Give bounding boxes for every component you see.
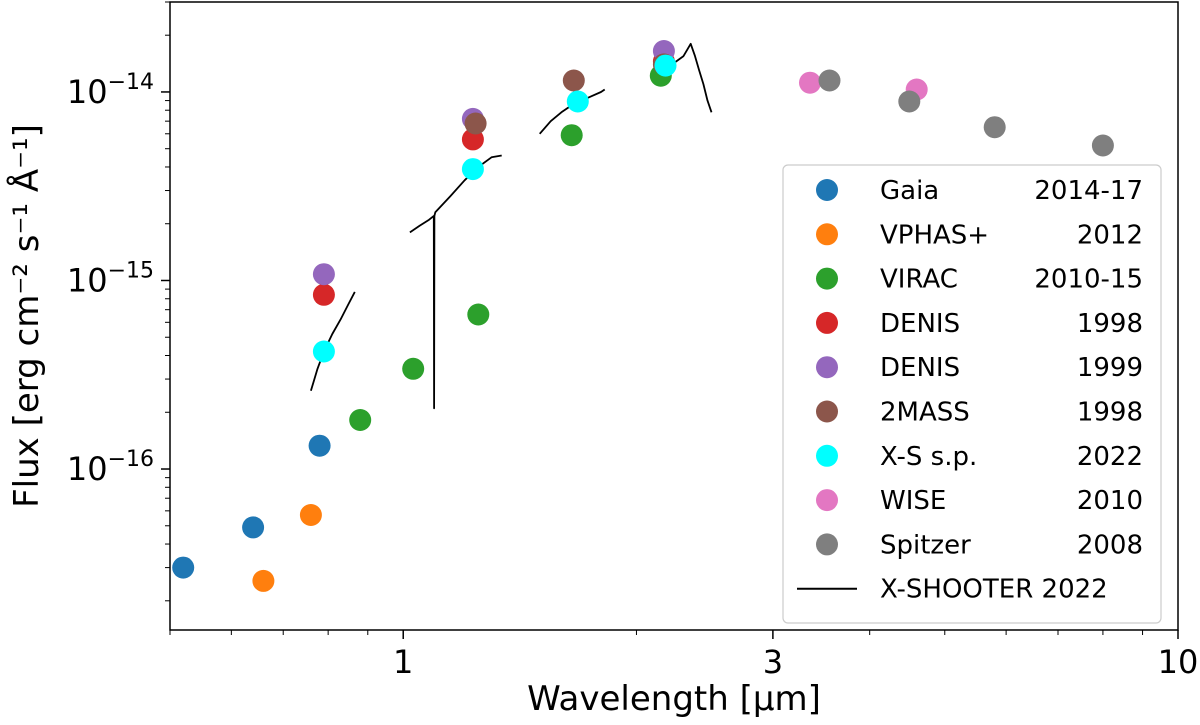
legend-box bbox=[782, 164, 1162, 624]
point-denis-1999-1 bbox=[312, 263, 335, 286]
point-spitzer-2008-1 bbox=[818, 69, 841, 92]
point-virac-2010-15-1 bbox=[349, 409, 372, 431]
legend-year: 1998 bbox=[1077, 398, 1143, 428]
point-x-s-s-p-2022-4 bbox=[654, 54, 677, 77]
legend: Gaia 2014-17 VPHAS+ 2012 VIRAC 2010-15 DENIS 19… bbox=[782, 164, 1162, 624]
point-spitzer-2008-2 bbox=[898, 90, 921, 113]
point-virac-2010-15-3 bbox=[467, 303, 490, 326]
y-tick-label: 10−16 bbox=[67, 447, 154, 488]
legend-year: 2010-15 bbox=[1034, 265, 1143, 295]
y-axis: 10−16 10−15 10−14 bbox=[67, 1, 170, 602]
points-layer bbox=[172, 40, 1114, 592]
legend-label: X-SHOOTER 2022 bbox=[880, 575, 1108, 605]
legend-label: X-S s.p. bbox=[880, 442, 977, 472]
legend-marker bbox=[816, 444, 838, 467]
point-2mass-1998-2 bbox=[562, 69, 585, 92]
point-gaia-2014-17-2 bbox=[242, 516, 265, 539]
legend-label: 2MASS bbox=[880, 398, 970, 428]
point-gaia-2014-17-1 bbox=[172, 556, 195, 579]
legend-year: 2014-17 bbox=[1034, 176, 1143, 206]
point-gaia-2014-17-3 bbox=[308, 434, 331, 457]
y-tick-label: 10−14 bbox=[67, 70, 154, 111]
legend-year: 2022 bbox=[1077, 442, 1143, 472]
point-x-s-s-p-2022-3 bbox=[566, 90, 589, 113]
point-spitzer-2008-4 bbox=[1091, 134, 1114, 157]
x-axis: 1 3 10 bbox=[169, 630, 1199, 681]
y-axis-label: Flux [erg cm⁻² s⁻¹ Å⁻¹] bbox=[6, 124, 47, 508]
legend-label: VIRAC bbox=[880, 265, 958, 295]
legend-year: 2008 bbox=[1077, 530, 1143, 560]
x-tick-label: 1 bbox=[393, 643, 413, 681]
legend-label: Gaia bbox=[880, 176, 939, 206]
x-tick-label: 3 bbox=[763, 643, 783, 681]
point-x-s-s-p-2022-1 bbox=[312, 340, 335, 363]
legend-label: Spitzer bbox=[880, 530, 971, 560]
legend-marker bbox=[816, 267, 838, 290]
point-spitzer-2008-3 bbox=[983, 116, 1006, 139]
point-vphas-2012-2 bbox=[299, 504, 322, 526]
point-virac-2010-15-4 bbox=[560, 124, 583, 147]
x-tick-label: 10 bbox=[1158, 643, 1199, 681]
legend-marker bbox=[816, 223, 838, 246]
legend-year: 2010 bbox=[1077, 486, 1143, 516]
legend-marker bbox=[816, 356, 838, 379]
legend-marker bbox=[816, 400, 838, 423]
point-virac-2010-15-2 bbox=[402, 357, 425, 380]
x-axis-label: Wavelength [µm] bbox=[527, 679, 821, 719]
y-tick-label: 10−15 bbox=[67, 258, 154, 299]
legend-marker bbox=[816, 311, 838, 334]
legend-year: 1998 bbox=[1077, 309, 1143, 339]
legend-label: VPHAS+ bbox=[880, 220, 989, 250]
plot-frame bbox=[169, 1, 1179, 631]
point-denis-1998-1 bbox=[312, 283, 335, 306]
legend-label: DENIS bbox=[880, 353, 960, 383]
point-2mass-1998-1 bbox=[464, 112, 487, 135]
legend-marker bbox=[816, 179, 838, 201]
spectrum-segment-1 bbox=[310, 291, 356, 392]
legend-year: 1999 bbox=[1077, 353, 1143, 383]
legend-label: DENIS bbox=[880, 309, 960, 339]
point-vphas-2012-1 bbox=[252, 569, 275, 592]
legend-label: WISE bbox=[880, 486, 946, 516]
point-x-s-s-p-2022-2 bbox=[461, 158, 484, 181]
legend-marker bbox=[816, 533, 838, 556]
point-wise-2010-1 bbox=[799, 71, 821, 94]
legend-year: 2012 bbox=[1077, 220, 1143, 250]
legend-marker bbox=[816, 489, 838, 512]
